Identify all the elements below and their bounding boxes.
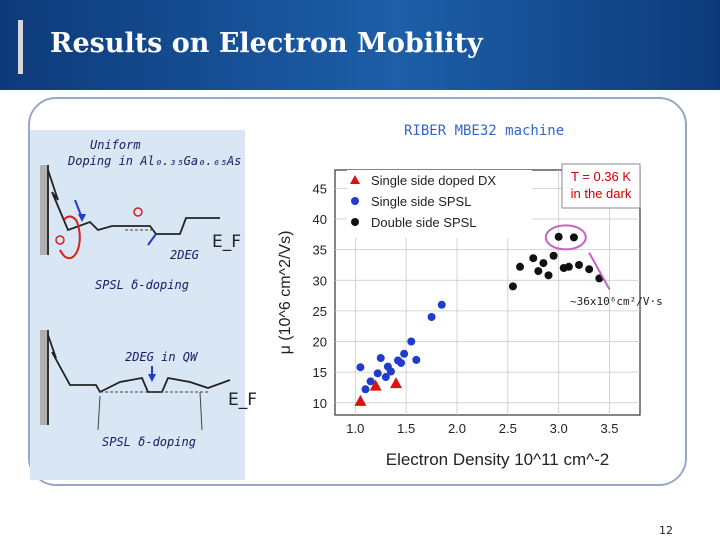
y-tick-label: 30 <box>313 273 327 288</box>
substrate-wall-top <box>40 165 48 255</box>
data-point-circle <box>554 232 563 241</box>
highlight-ellipse <box>544 224 587 251</box>
conduction-band-top <box>47 169 220 235</box>
caption-uniform: Uniform <box>90 138 141 152</box>
condition-text: T = 0.36 K <box>571 169 631 184</box>
legend-label: Double side SPSL <box>371 215 477 230</box>
legend-marker <box>351 197 359 205</box>
data-point-circle <box>549 251 558 260</box>
x-tick-label: 2.0 <box>448 421 466 436</box>
header-accent-bar <box>18 20 23 74</box>
label-spsl-doping-bottom: SPSL δ-doping <box>102 435 196 449</box>
y-tick-label: 25 <box>313 304 327 319</box>
wavefunction-top <box>59 215 81 259</box>
data-point-circle <box>386 367 395 376</box>
label-2deg: 2DEG <box>170 248 199 262</box>
caption-doping: Doping in Al₀.₃₅Ga₀.₆₅As <box>68 154 242 168</box>
data-point-circle <box>366 377 375 386</box>
slide-header: Results on Electron Mobility <box>0 0 720 90</box>
band-diagram-svg <box>40 165 231 431</box>
x-tick-label: 1.5 <box>397 421 415 436</box>
page-number: 12 <box>659 524 673 537</box>
data-point-circle <box>412 355 421 364</box>
conduction-band-bottom <box>47 334 231 394</box>
y-axis-label: μ (10^6 cm^2/Vs) <box>277 231 294 355</box>
x-axis-label: Electron Density 10^11 cm^-2 <box>386 450 610 469</box>
fermi-label-bottom: E_F <box>228 390 258 410</box>
substrate-wall-bottom <box>40 330 48 425</box>
x-tick-label: 3.5 <box>600 421 618 436</box>
slide-title: Results on Electron Mobility <box>50 28 483 59</box>
data-point-circle <box>534 267 543 276</box>
legend-box <box>347 170 532 238</box>
data-point-triangle <box>390 377 402 389</box>
data-point-circle <box>400 349 409 358</box>
y-tick-label: 15 <box>313 365 327 380</box>
data-point-circle <box>516 262 525 271</box>
mobility-annotation: ~36x10⁶cm²/V·s <box>570 295 663 308</box>
mobility-scatter-chart: 10 15 20 25 30 35 40 45 1.0 1.5 2.0 2.5 3.0 3.5 Electr… <box>277 163 641 469</box>
data-point-triangle <box>354 394 367 406</box>
bottom-band-diagram <box>40 330 231 431</box>
data-point-circle <box>361 385 370 394</box>
data-point-circle <box>564 262 573 271</box>
legend-label: Single side SPSL <box>371 194 471 209</box>
legend-marker <box>350 175 360 184</box>
data-point-circle <box>569 233 578 242</box>
condition-box <box>561 163 641 209</box>
data-point-triangle <box>369 379 382 391</box>
y-tick-label: 20 <box>313 335 327 350</box>
data-point-circle <box>529 254 538 263</box>
legend-marker <box>351 218 359 226</box>
label-spsl-doping-top: SPSL δ-doping <box>95 278 189 292</box>
x-tick-label: 3.0 <box>550 421 568 436</box>
fermi-label-top: E_F <box>212 232 242 252</box>
top-band-diagram <box>40 165 220 259</box>
y-tick-label: 40 <box>313 212 327 227</box>
data-point-circle <box>508 282 517 291</box>
data-point-circle <box>575 260 583 269</box>
data-point-circle <box>407 337 416 346</box>
data-point-circle <box>585 265 594 274</box>
y-tick-label: 10 <box>313 396 327 411</box>
y-tick-label: 45 <box>313 181 327 196</box>
y-tick-label: 35 <box>313 243 327 258</box>
x-tick-label: 2.5 <box>499 421 517 436</box>
condition-text: in the dark <box>571 186 632 201</box>
data-point-circle <box>544 271 553 280</box>
legend-label: Single side doped DX <box>371 173 496 188</box>
data-point-circle <box>376 354 385 363</box>
machine-label: RIBER MBE32 machine <box>404 123 565 139</box>
data-point-circle <box>427 313 436 321</box>
data-point-circle <box>373 369 382 378</box>
data-point-circle <box>381 373 390 382</box>
x-tick-label: 1.0 <box>346 421 364 436</box>
highlight-arrow <box>588 252 611 290</box>
data-point-circle <box>437 300 446 309</box>
label-2deg-in-qw: 2DEG in QW <box>125 350 198 364</box>
data-point-circle <box>539 259 548 268</box>
data-point-circle <box>397 358 406 367</box>
data-point-circle <box>356 363 365 372</box>
band-diagram-panel: Uniform Doping in Al₀.₃₅Ga₀.₆₅As <box>30 130 245 480</box>
